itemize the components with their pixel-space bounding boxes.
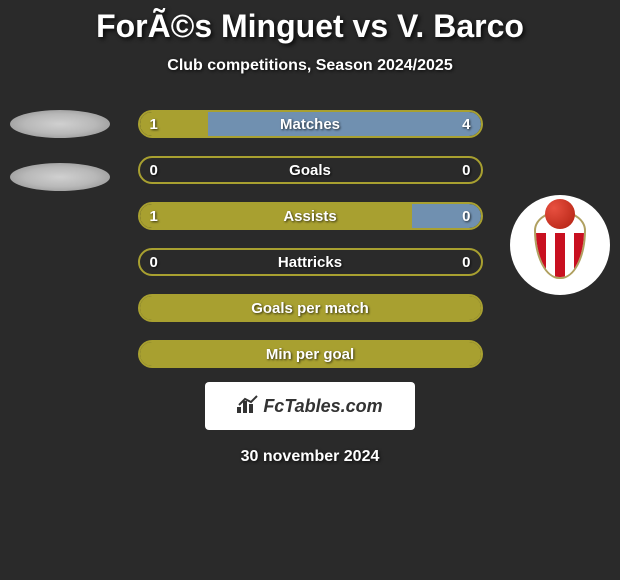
bar-value-right: 0	[462, 208, 470, 225]
comparison-card: ForÃ©s Minguet vs V. Barco Club competit…	[0, 0, 620, 466]
page-subtitle: Club competitions, Season 2024/2025	[0, 57, 620, 75]
bar-value-right: 0	[462, 254, 470, 271]
avatar-placeholder-icon	[10, 163, 110, 191]
bar-label: Matches	[140, 116, 481, 133]
brand-text: FcTables.com	[263, 396, 382, 417]
stat-bar: 0Hattricks0	[138, 248, 483, 276]
bar-value-right: 0	[462, 162, 470, 179]
avatar-placeholder-icon	[10, 110, 110, 138]
club-badge-icon	[510, 195, 610, 295]
chart-icon	[237, 395, 259, 418]
brand-badge[interactable]: FcTables.com	[205, 382, 415, 430]
stat-bar: Min per goal	[138, 340, 483, 368]
bar-value-right: 4	[462, 116, 470, 133]
player-right-badge	[510, 195, 610, 295]
player-left-avatar	[10, 110, 110, 210]
page-title: ForÃ©s Minguet vs V. Barco	[0, 8, 620, 45]
date-text: 30 november 2024	[0, 448, 620, 466]
bar-label: Hattricks	[140, 254, 481, 271]
stat-bar: 1Matches4	[138, 110, 483, 138]
bar-label: Goals per match	[140, 300, 481, 317]
bar-label: Assists	[140, 208, 481, 225]
bar-label: Goals	[140, 162, 481, 179]
stat-bar: 0Goals0	[138, 156, 483, 184]
bar-label: Min per goal	[140, 346, 481, 363]
stat-bar: 1Assists0	[138, 202, 483, 230]
chart-area: 1Matches40Goals01Assists00Hattricks0Goal…	[0, 110, 620, 370]
stat-bar: Goals per match	[138, 294, 483, 322]
bars-container: 1Matches40Goals01Assists00Hattricks0Goal…	[138, 110, 483, 368]
